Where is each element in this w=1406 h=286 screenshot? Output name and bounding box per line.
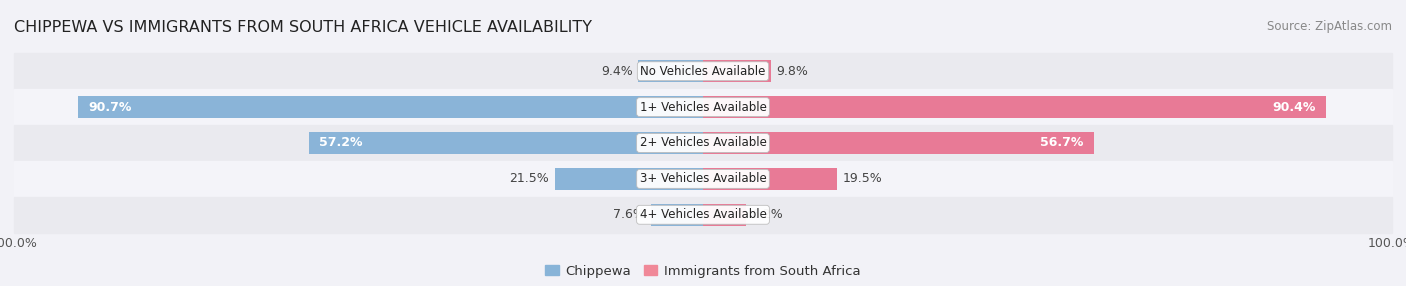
Text: 56.7%: 56.7% — [1040, 136, 1083, 150]
Bar — [14, 53, 1392, 89]
Bar — [14, 161, 1392, 197]
Text: 1+ Vehicles Available: 1+ Vehicles Available — [640, 101, 766, 114]
Bar — [14, 89, 1392, 125]
Text: Source: ZipAtlas.com: Source: ZipAtlas.com — [1267, 20, 1392, 33]
Text: No Vehicles Available: No Vehicles Available — [640, 65, 766, 78]
Text: 7.6%: 7.6% — [613, 208, 645, 221]
Text: CHIPPEWA VS IMMIGRANTS FROM SOUTH AFRICA VEHICLE AVAILABILITY: CHIPPEWA VS IMMIGRANTS FROM SOUTH AFRICA… — [14, 20, 592, 35]
Text: 90.7%: 90.7% — [89, 101, 132, 114]
Text: 3+ Vehicles Available: 3+ Vehicles Available — [640, 172, 766, 185]
Text: 9.8%: 9.8% — [776, 65, 808, 78]
Bar — [555, 168, 703, 190]
Bar — [703, 168, 838, 190]
Text: 90.4%: 90.4% — [1272, 101, 1316, 114]
Text: 21.5%: 21.5% — [509, 172, 550, 185]
Bar — [651, 204, 703, 226]
Bar — [703, 204, 745, 226]
Text: 9.4%: 9.4% — [600, 65, 633, 78]
Text: 19.5%: 19.5% — [842, 172, 883, 185]
Bar — [703, 60, 770, 82]
Text: 4+ Vehicles Available: 4+ Vehicles Available — [640, 208, 766, 221]
Bar — [14, 125, 1392, 161]
Bar — [703, 132, 1094, 154]
Text: 6.2%: 6.2% — [751, 208, 783, 221]
Text: 57.2%: 57.2% — [319, 136, 363, 150]
Bar — [79, 96, 703, 118]
Legend: Chippewa, Immigrants from South Africa: Chippewa, Immigrants from South Africa — [540, 259, 866, 283]
Bar — [14, 197, 1392, 233]
Bar — [703, 96, 1326, 118]
Bar — [638, 60, 703, 82]
Bar — [309, 132, 703, 154]
Text: 2+ Vehicles Available: 2+ Vehicles Available — [640, 136, 766, 150]
